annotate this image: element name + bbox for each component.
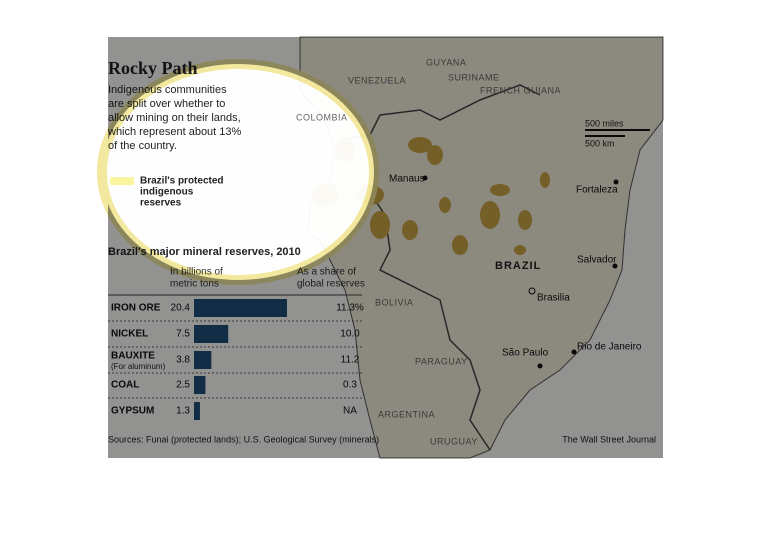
country-label: VENEZUELA xyxy=(348,75,406,85)
column-header: metric tons xyxy=(170,279,219,290)
country-label: PARAGUAY xyxy=(415,356,468,366)
legend-label: reserves xyxy=(140,198,182,209)
city-label: Manaus xyxy=(389,174,425,185)
legend-label: indigenous xyxy=(140,187,194,198)
labels: Rocky Path Indigenous communities are spli… xyxy=(107,57,656,446)
country-label: BRAZIL xyxy=(495,260,541,272)
category-label: COAL xyxy=(111,380,139,391)
description: are split over whether to xyxy=(108,98,225,110)
category-label: BAUXITE xyxy=(111,351,155,362)
city-label: Fortaleza xyxy=(576,185,618,196)
description: allow mining on their lands, xyxy=(108,112,241,124)
value-label: 20.4 xyxy=(171,303,191,314)
credit: The Wall Street Journal xyxy=(562,434,656,444)
column-header: As a share of xyxy=(297,267,356,278)
share-label: 11.2 xyxy=(341,355,360,366)
column-header: In billions of xyxy=(170,267,223,278)
value-label: 7.5 xyxy=(176,329,190,340)
column-header: global reserves xyxy=(297,279,365,290)
country-label: BOLIVIA xyxy=(375,297,414,307)
city-dots xyxy=(422,175,619,369)
bar xyxy=(194,299,287,317)
bar xyxy=(194,402,200,420)
country-label: FRENCH GUIANA xyxy=(480,85,561,95)
city-label: Brasilia xyxy=(537,293,570,304)
bar xyxy=(194,325,229,343)
bar xyxy=(194,376,206,394)
bar xyxy=(194,351,212,369)
category-note: (For aluminum) xyxy=(111,362,166,371)
value-label: 3.8 xyxy=(176,355,190,366)
chart-title: Brazil's major mineral reserves, 2010 xyxy=(108,246,301,258)
brazil-border xyxy=(339,84,541,451)
country-label: URUGUAY xyxy=(430,436,478,446)
scale-bars xyxy=(585,129,650,137)
description: Indigenous communities xyxy=(108,84,227,96)
category-label: NICKEL xyxy=(111,329,148,340)
sources: Sources: Funai (protected lands); U.S. G… xyxy=(108,434,379,444)
city-label: Rio de Janeiro xyxy=(577,342,642,353)
share-label: NA xyxy=(343,406,357,417)
spotlight xyxy=(97,59,379,285)
city-label: São Paulo xyxy=(502,348,549,359)
country-label: GUYANA xyxy=(426,57,466,67)
title: Rocky Path xyxy=(108,58,198,78)
dim-overlay xyxy=(108,37,663,458)
country-label: SURINAME xyxy=(448,72,500,82)
country-label: COLOMBIA xyxy=(296,112,348,122)
scale-label: 500 km xyxy=(585,138,615,148)
share-label: 11.3% xyxy=(336,303,364,314)
category-label: GYPSUM xyxy=(111,406,154,417)
legend-swatch xyxy=(110,177,134,185)
scale-label: 500 miles xyxy=(585,118,624,128)
country-label: ARGENTINA xyxy=(378,409,435,419)
legend-label: Brazil's protected xyxy=(140,176,224,187)
description: which represent about 13% xyxy=(107,126,242,138)
share-label: 10.0 xyxy=(340,329,360,340)
value-label: 2.5 xyxy=(176,380,190,391)
category-label: IRON ORE xyxy=(111,303,161,314)
description: of the country. xyxy=(108,140,177,152)
value-label: 1.3 xyxy=(176,406,190,417)
city-label: Salvador xyxy=(577,255,617,266)
share-label: 0.3 xyxy=(343,380,357,391)
